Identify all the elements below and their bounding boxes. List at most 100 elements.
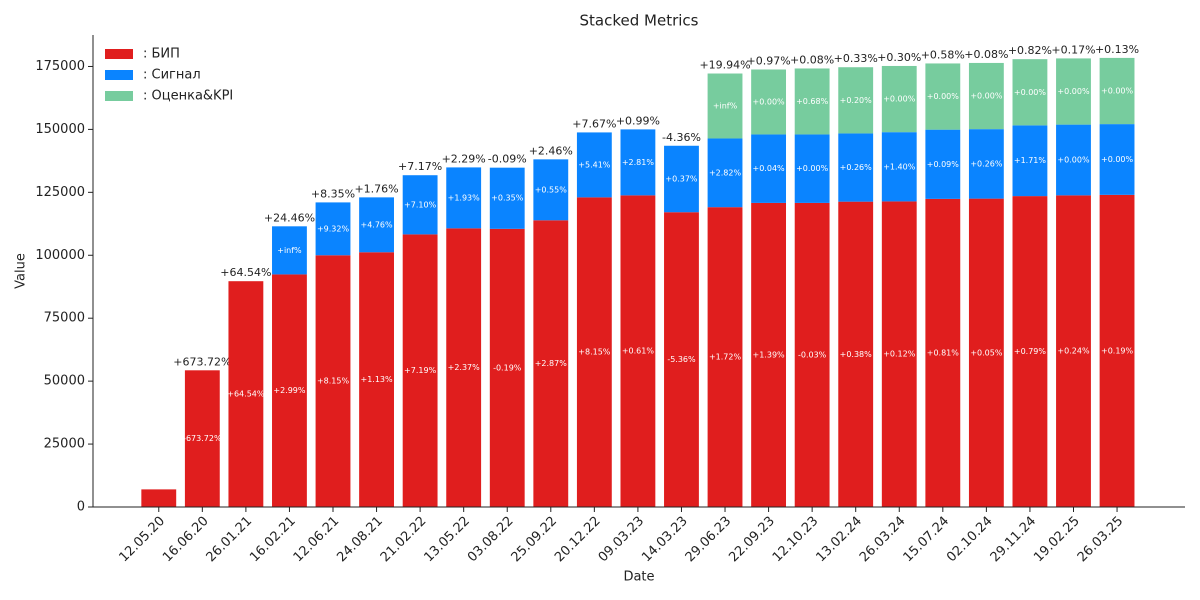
bar-segment: [1056, 58, 1091, 125]
bar-segment: [576, 197, 612, 508]
x-tick-label: 09.03.23: [596, 514, 648, 566]
bar-segment: [576, 132, 612, 198]
total-label: +0.30%: [877, 51, 921, 64]
bar-segment: [838, 201, 874, 507]
x-tick-label: 22.09.23: [726, 514, 778, 566]
bar-segment: [359, 197, 394, 253]
legend-label: : Оценка&KPI: [143, 89, 233, 104]
total-label: +0.08%: [964, 48, 1008, 61]
segment-label: +1.71%: [1014, 156, 1047, 165]
y-tick-label: 150000: [35, 122, 85, 137]
segment-label: +0.00%: [927, 92, 960, 101]
bar-segment: [925, 63, 961, 130]
x-axis-label: Date: [623, 570, 654, 585]
bar-segment: [1099, 57, 1135, 125]
total-label: +2.29%: [442, 152, 486, 165]
segment-label: +0.00%: [753, 97, 786, 106]
bar-segment: [751, 134, 787, 203]
legend-swatch: [105, 49, 133, 59]
y-tick-label: 175000: [35, 59, 85, 74]
segment-label: +0.24%: [1057, 347, 1090, 356]
segment-label: +0.26%: [970, 159, 1003, 168]
bar-segment: [141, 489, 177, 507]
segment-label: +0.61%: [622, 347, 655, 356]
x-tick-label: 02.10.24: [944, 514, 996, 566]
segment-label: +0.00%: [1057, 87, 1090, 96]
segment-label: +1.39%: [753, 350, 786, 359]
bar-segment: [968, 62, 1004, 130]
bar-segment: [446, 228, 482, 507]
segment-label: +7.10%: [404, 200, 437, 209]
bar-segment: [1012, 125, 1048, 197]
bar-segment: [751, 202, 787, 507]
x-tick-label: 26.01.21: [204, 514, 256, 566]
total-label: +0.13%: [1095, 43, 1139, 56]
bar-segment: [751, 69, 787, 135]
bar-segment: [881, 201, 917, 507]
segment-label: +0.00%: [796, 164, 829, 173]
segment-label: +7.19%: [404, 366, 437, 375]
legend-swatch: [105, 70, 133, 80]
bar-segment: [402, 175, 438, 235]
segment-label: +1.40%: [883, 162, 916, 171]
total-label: +19.94%: [699, 59, 750, 72]
segment-label: +0.00%: [970, 92, 1003, 101]
bar-segment: [1099, 194, 1135, 508]
segment-label: +1.93%: [448, 193, 481, 202]
bar-segment: [228, 281, 264, 507]
segment-label: +2.87%: [535, 359, 568, 368]
segment-label: +2.81%: [622, 158, 655, 167]
y-tick-label: 25000: [44, 437, 85, 452]
segment-label: +2.82%: [709, 168, 742, 177]
total-label: +1.76%: [354, 182, 398, 195]
segment-label: +inf%: [713, 101, 738, 110]
bar-segment: [489, 167, 525, 229]
bar-segment: [272, 274, 307, 507]
segment-label: -5.36%: [667, 355, 696, 364]
total-label: +0.82%: [1008, 44, 1052, 57]
segment-label: -0.19%: [493, 363, 522, 372]
bar-segment: [533, 159, 569, 221]
segment-label: +0.12%: [883, 350, 916, 359]
x-tick-label: 25.09.22: [509, 514, 561, 566]
segment-label: +0.55%: [535, 185, 568, 194]
bar-segment: [707, 73, 743, 139]
x-tick-label: 12.10.23: [770, 514, 822, 566]
bar-segment: [315, 255, 351, 507]
segment-label: +0.19%: [1101, 346, 1134, 355]
bar-segment: [925, 198, 961, 507]
segment-label: +1.13%: [361, 375, 394, 384]
segment-label: +9.32%: [317, 224, 350, 233]
segment-label: +0.38%: [840, 350, 873, 359]
x-tick-label: 16.02.21: [247, 514, 299, 566]
segment-label: +0.20%: [840, 96, 873, 105]
y-axis-label: Value: [14, 253, 29, 289]
x-tick-label: 29.11.24: [988, 514, 1040, 566]
x-tick-label: 19.02.25: [1031, 514, 1083, 566]
bar-segment: [881, 132, 917, 202]
chart-title: Stacked Metrics: [580, 12, 699, 30]
segment-label: +0.81%: [927, 348, 960, 357]
segment-label: +0.26%: [840, 163, 873, 172]
segment-label: +0.05%: [970, 348, 1003, 357]
bar-segment: [707, 138, 743, 208]
bar-segment: [489, 228, 525, 508]
segment-label: +4.76%: [361, 220, 394, 229]
bar-segment: [838, 67, 874, 134]
bar-segment: [794, 68, 830, 135]
segment-label: +0.35%: [491, 194, 524, 203]
x-tick-label: 12.05.20: [117, 514, 169, 566]
legend-label: : Сигнал: [143, 68, 201, 83]
segment-label: +0.00%: [1101, 155, 1134, 164]
bar-segment: [794, 134, 830, 203]
bar-segment: [184, 370, 220, 507]
bar-segment: [1012, 196, 1048, 508]
bar-segment: [1056, 195, 1091, 507]
bar-segment: [272, 226, 307, 275]
total-label: +673.72%: [173, 355, 231, 368]
bar-segment: [1099, 124, 1135, 195]
segment-label: -673.72%: [183, 434, 222, 443]
segment-label: +0.00%: [1014, 88, 1047, 97]
total-label: +8.35%: [311, 187, 355, 200]
segment-label: +1.72%: [709, 353, 742, 362]
